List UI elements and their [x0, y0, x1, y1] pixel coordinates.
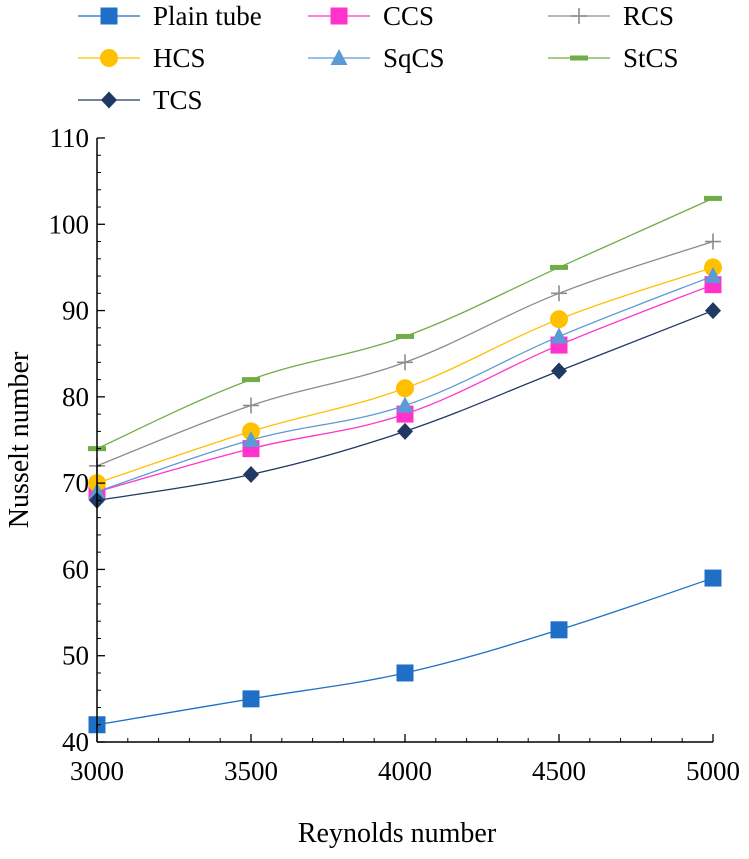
legend-item-hcs: HCS: [78, 43, 206, 73]
x-tick-label: 4500: [532, 756, 586, 786]
y-tick-label: 100: [49, 209, 90, 239]
legend-item-plain-tube: Plain tube: [78, 1, 262, 31]
data-point-sqcs: [704, 267, 722, 284]
data-point-stcs: [704, 195, 722, 201]
series-layer: [88, 195, 722, 734]
legend-item-rcs: RCS: [548, 1, 674, 31]
legend-marker-tcs: [101, 91, 117, 109]
y-tick-label: 50: [62, 641, 89, 671]
x-axis-title: Reynolds number: [298, 818, 497, 849]
x-tick-label: 5000: [686, 756, 740, 786]
data-point-tcs: [243, 466, 259, 484]
data-point-rcs: [551, 285, 567, 302]
data-point-hcs: [396, 379, 414, 398]
y-axis-title: Nusselt number: [4, 351, 35, 528]
axes: 40 50 60 70 80 90 100 110 3000 3500 4000 4500 5000: [49, 123, 741, 786]
data-point-rcs: [243, 397, 259, 414]
data-point-plain-tube: [396, 664, 414, 682]
data-point-stcs: [396, 333, 414, 339]
y-tick-label: 90: [62, 296, 89, 326]
legend-marker-hcs: [100, 49, 118, 67]
legend-marker-plain-tube: [100, 7, 118, 25]
data-point-stcs: [242, 377, 260, 383]
data-point-tcs: [551, 362, 567, 380]
legend-label-rcs: RCS: [623, 1, 674, 31]
series-hcs: [88, 258, 722, 493]
y-tick-label: 40: [62, 727, 89, 757]
legend-label-stcs: StCS: [623, 43, 679, 73]
x-tick-label: 3500: [224, 756, 278, 786]
legend-label-ccs: CCS: [383, 1, 434, 31]
data-point-plain-tube: [242, 690, 260, 708]
legend-item-tcs: TCS: [78, 85, 203, 115]
data-point-plain-tube: [550, 621, 568, 639]
legend-item-stcs: StCS: [548, 43, 679, 73]
data-point-tcs: [397, 422, 413, 440]
data-point-rcs: [705, 233, 721, 250]
legend-marker-rcs: [571, 8, 587, 24]
y-tick-label: 70: [62, 468, 89, 498]
data-point-stcs: [550, 264, 568, 270]
legend-label-hcs: HCS: [153, 43, 206, 73]
data-point-sqcs: [242, 431, 260, 447]
data-point-hcs: [550, 310, 568, 329]
legend-marker-ccs: [330, 7, 348, 25]
legend-item-sqcs: SqCS: [308, 43, 445, 73]
data-point-sqcs: [396, 396, 414, 413]
x-tick-label: 3000: [70, 756, 124, 786]
series-line-plain-tube: [96, 577, 714, 726]
data-point-tcs: [705, 302, 721, 320]
series-line-hcs: [96, 266, 714, 484]
legend-label-sqcs: SqCS: [383, 43, 445, 73]
data-point-plain-tube: [704, 569, 722, 587]
series-sqcs: [88, 267, 722, 499]
legend-marker-sqcs: [330, 49, 348, 65]
data-point-sqcs: [550, 327, 568, 344]
legend-label-plain-tube: Plain tube: [153, 1, 262, 31]
data-point-rcs: [397, 354, 413, 371]
legend-label-tcs: TCS: [153, 85, 203, 115]
legend-marker-stcs: [570, 55, 588, 61]
legend-item-ccs: CCS: [308, 1, 434, 31]
y-tick-label: 110: [50, 123, 90, 153]
series-plain-tube: [88, 569, 722, 734]
x-tick-label: 4000: [378, 756, 432, 786]
legend: Plain tube CCS RCS HCS SqCS StCS TCS: [78, 1, 679, 115]
y-tick-label: 80: [62, 382, 89, 412]
y-tick-label: 60: [62, 554, 89, 584]
